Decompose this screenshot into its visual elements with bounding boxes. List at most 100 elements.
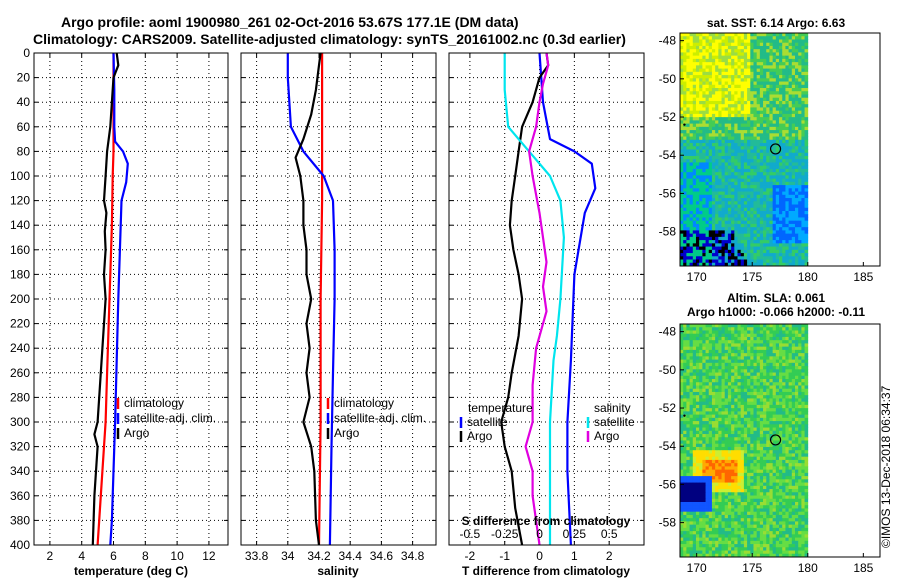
heatmap-cell xyxy=(731,253,735,257)
heatmap-cell xyxy=(753,223,758,228)
heatmap-cell xyxy=(743,39,748,44)
heatmap-cell xyxy=(724,249,729,254)
heatmap-cell xyxy=(772,33,777,37)
heatmap-cell xyxy=(683,330,687,335)
heatmap-cell xyxy=(769,453,774,458)
heatmap-cell xyxy=(804,388,809,393)
heatmap-cell xyxy=(782,75,786,79)
heatmap-cell xyxy=(769,375,774,380)
heatmap-cell xyxy=(715,424,719,428)
heatmap-cell xyxy=(795,346,799,351)
heatmap-cell xyxy=(747,463,751,467)
heatmap-cell xyxy=(734,327,738,331)
heatmap-cell xyxy=(718,62,722,66)
heatmap-cell xyxy=(699,139,703,144)
heatmap-cell xyxy=(702,181,706,186)
heatmap-cell xyxy=(699,94,703,99)
map-frame xyxy=(679,32,881,267)
heatmap-cell xyxy=(724,440,729,445)
heatmap-cell xyxy=(750,33,754,37)
heatmap-cell xyxy=(753,181,758,186)
heatmap-cell xyxy=(772,62,777,66)
heatmap-cell xyxy=(705,427,710,432)
heatmap-cell xyxy=(727,404,732,409)
heatmap-cell xyxy=(718,188,722,192)
heatmap-cell xyxy=(705,346,710,351)
heatmap-cell xyxy=(750,227,754,231)
heatmap-cell xyxy=(785,220,790,225)
heatmap-cell xyxy=(772,178,777,183)
heatmap-cell xyxy=(791,259,796,264)
heatmap-cell xyxy=(711,379,716,383)
heatmap-cell xyxy=(775,259,780,264)
heatmap-cell xyxy=(791,36,796,40)
heatmap-cell xyxy=(721,175,726,180)
heatmap-cell xyxy=(804,75,809,79)
heatmap-cell xyxy=(801,191,805,196)
heatmap-cell xyxy=(779,401,783,406)
heatmap-cell xyxy=(798,91,802,95)
heatmap-cell xyxy=(731,88,735,92)
heatmap-cell xyxy=(699,97,703,102)
heatmap-cell xyxy=(747,382,751,386)
heatmap-cell xyxy=(769,117,774,121)
heatmap-cell xyxy=(772,459,777,464)
heatmap-cell xyxy=(708,349,713,354)
heatmap-cell xyxy=(804,240,809,244)
heatmap-cell xyxy=(798,210,802,215)
heatmap-cell xyxy=(740,395,745,399)
heatmap-cell xyxy=(747,398,751,403)
heatmap-cell xyxy=(766,443,770,448)
heatmap-cell xyxy=(779,453,783,458)
heatmap-cell xyxy=(721,456,726,461)
heatmap-cell xyxy=(791,136,796,141)
heatmap-cell xyxy=(743,117,748,121)
heatmap-cell xyxy=(699,450,703,454)
heatmap-cell xyxy=(737,149,742,154)
heatmap-cell xyxy=(750,330,754,335)
heatmap-cell xyxy=(731,359,735,364)
heatmap-cell xyxy=(788,100,793,105)
heatmap-cell xyxy=(779,175,783,180)
heatmap-cell xyxy=(753,107,758,112)
heatmap-cell xyxy=(769,340,774,344)
heatmap-cell xyxy=(743,120,748,125)
heatmap-cell xyxy=(708,65,713,69)
heatmap-cell xyxy=(795,172,799,176)
heatmap-cell xyxy=(766,55,770,60)
heatmap-cell xyxy=(772,330,777,335)
heatmap-cell xyxy=(759,446,764,451)
heatmap-cell xyxy=(747,191,751,196)
heatmap-cell xyxy=(798,88,802,92)
heatmap-cell xyxy=(734,45,738,50)
heatmap-cell xyxy=(689,456,694,461)
heatmap-cell xyxy=(788,262,793,267)
heatmap-cell xyxy=(689,78,694,82)
heatmap-cell xyxy=(798,201,802,205)
heatmap-cell xyxy=(689,155,694,160)
heatmap-cell xyxy=(801,188,805,192)
heatmap-cell xyxy=(779,369,783,373)
heatmap-cell xyxy=(763,113,767,118)
heatmap-cell xyxy=(791,408,796,412)
heatmap-cell xyxy=(772,204,777,209)
heatmap-cell xyxy=(782,104,786,108)
heatmap-cell xyxy=(750,346,754,351)
heatmap-cell xyxy=(785,388,790,393)
heatmap-cell xyxy=(804,104,809,108)
heatmap-cell xyxy=(795,262,799,267)
heatmap-cell xyxy=(721,414,726,419)
heatmap-cell xyxy=(708,201,713,205)
heatmap-cell xyxy=(798,110,802,115)
heatmap-cell xyxy=(718,333,722,338)
heatmap-cell xyxy=(785,107,790,112)
heatmap-cell xyxy=(791,427,796,432)
heatmap-cell xyxy=(695,52,700,57)
heatmap-cell xyxy=(689,223,694,228)
heatmap-cell xyxy=(756,162,761,167)
heatmap-cell xyxy=(795,398,799,403)
heatmap-cell xyxy=(798,391,802,396)
heatmap-cell xyxy=(724,353,729,357)
heatmap-cell xyxy=(708,253,713,257)
heatmap-cell xyxy=(772,126,777,131)
